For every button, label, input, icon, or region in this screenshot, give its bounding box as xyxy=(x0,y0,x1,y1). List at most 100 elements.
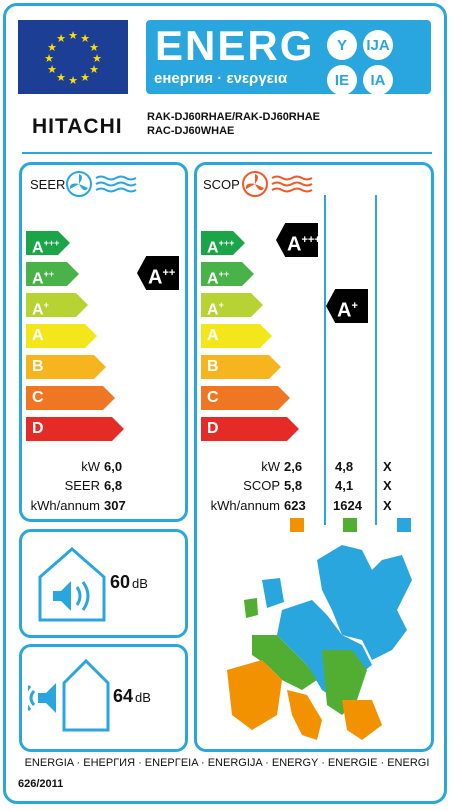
cooling-rating-plus: ++ xyxy=(162,267,176,279)
heating-class-letter-1: A xyxy=(207,270,219,288)
cooling-class-letter-2: A xyxy=(32,301,44,319)
indoor-noise-panel xyxy=(19,529,188,638)
cooling-class-arrow-4: B xyxy=(26,355,106,379)
heating-warm-rating-letter: A xyxy=(287,233,302,256)
svg-text:★: ★ xyxy=(80,71,90,84)
heating-kwh-cold: X xyxy=(383,498,392,513)
heating-scop-label: SCOP xyxy=(243,478,280,493)
heating-class-plus-2: + xyxy=(218,300,224,310)
heating-panel xyxy=(194,162,434,752)
heating-class-letter-5: C xyxy=(207,389,219,406)
zone-warm-swatch xyxy=(290,518,304,532)
model-line-2: RAC-DJ60WHAE xyxy=(147,125,235,137)
heating-class-letter-3: A xyxy=(207,327,219,344)
svg-text:★: ★ xyxy=(47,63,57,76)
heating-class-arrow-6: D xyxy=(201,417,299,441)
cooling-class-arrow-5: C xyxy=(26,386,115,410)
svg-text:★: ★ xyxy=(89,63,99,76)
heating-fan-icon xyxy=(242,171,313,197)
svg-text:★: ★ xyxy=(80,32,90,45)
label-frame xyxy=(3,3,447,804)
cooling-panel xyxy=(19,162,188,522)
heating-kwh-label: kWh/annum xyxy=(210,498,280,513)
cooling-class-letter-0: A xyxy=(32,239,44,257)
suffix-ia: IA xyxy=(363,65,393,95)
heating-class-arrow-5: C xyxy=(201,386,290,410)
indoor-noise-value: 60 xyxy=(110,572,131,592)
heating-warm-rating-arrow: A+++ xyxy=(276,223,318,257)
cooling-class-arrow-3: A xyxy=(26,324,97,348)
cooling-kwh-label: kWh/annum xyxy=(30,498,100,513)
outdoor-noise-unit: dB xyxy=(135,690,151,705)
cooling-class-arrow-6: D xyxy=(26,417,124,441)
zone-divider-1 xyxy=(324,195,326,525)
cooling-class-letter-1: A xyxy=(32,270,44,288)
footer-languages: ENERGIA · ЕНЕРГИЯ · ΕΝΕΡΓΕΙΑ · ENERGIJA … xyxy=(24,757,430,769)
header-divider xyxy=(22,152,432,154)
zone-average-swatch xyxy=(343,518,357,532)
eu-flag: ★ ★ ★ ★ ★ ★ ★ ★ ★ ★ ★ ★ xyxy=(18,20,128,94)
suffix-ie: IE xyxy=(327,65,357,95)
cooling-seer-value: 6,8 xyxy=(104,478,123,493)
heating-class-arrow-3: A xyxy=(201,324,272,348)
eu-stars-icon: ★ ★★ ★★★ ★★★ ★★★ xyxy=(44,29,102,87)
europe-climate-map xyxy=(227,545,412,740)
svg-text:★: ★ xyxy=(56,71,66,84)
cooling-class-letter-4: B xyxy=(32,358,44,375)
heating-average-rating-letter: A xyxy=(337,299,352,322)
cooling-class-plus-2: + xyxy=(43,300,49,310)
suffix-y: Y xyxy=(327,30,357,60)
zone-divider-2 xyxy=(375,195,377,525)
outdoor-house-speaker-icon xyxy=(28,658,110,732)
seer-title: SEER xyxy=(30,177,66,192)
zone-cold-swatch xyxy=(397,518,411,532)
cooling-class-letter-5: C xyxy=(32,389,44,406)
heating-class-arrow-4: B xyxy=(201,355,281,379)
cooling-rating-arrow: A++ xyxy=(137,256,179,290)
indoor-house-speaker-icon xyxy=(38,547,106,622)
heating-class-letter-0: A xyxy=(207,239,219,257)
svg-text:★: ★ xyxy=(68,29,78,42)
heating-kw-cold: X xyxy=(383,459,392,474)
heating-kw-label: kW xyxy=(261,459,280,474)
model-line-1: RAK-DJ60RHAE/RAK-DJ60RHAE xyxy=(147,111,320,123)
cooling-class-arrow-2: A+ xyxy=(26,293,88,317)
cooling-class-letter-6: D xyxy=(32,420,44,437)
cooling-kwh-value: 307 xyxy=(104,498,126,513)
cooling-class-plus-1: ++ xyxy=(43,269,55,279)
suffix-ija: IJA xyxy=(363,30,393,60)
energy-title: ENERG xyxy=(155,22,315,69)
heating-kwh-warm: 623 xyxy=(284,498,306,513)
heating-class-plus-0: +++ xyxy=(218,238,235,248)
svg-text:★: ★ xyxy=(56,32,66,45)
heating-average-rating-arrow: A+ xyxy=(326,289,368,323)
cooling-fan-icon xyxy=(66,171,137,197)
heating-warm-rating-plus: +++ xyxy=(301,234,321,246)
heating-class-letter-4: B xyxy=(207,358,219,375)
heating-scop-average: 4,1 xyxy=(335,478,354,493)
cooling-class-letter-3: A xyxy=(32,327,44,344)
cooling-class-arrow-1: A++ xyxy=(26,262,79,286)
heating-scop-cold: X xyxy=(383,478,392,493)
heating-class-arrow-2: A+ xyxy=(201,293,263,317)
svg-text:★: ★ xyxy=(68,74,78,87)
heating-class-plus-1: ++ xyxy=(218,269,230,279)
svg-text:★: ★ xyxy=(47,41,57,54)
brand-name: HITACHI xyxy=(32,115,123,138)
heating-class-arrow-1: A++ xyxy=(201,262,254,286)
cooling-kw-value: 6,0 xyxy=(104,459,123,474)
outdoor-noise-value: 64 xyxy=(113,686,134,706)
cooling-class-plus-0: +++ xyxy=(43,238,60,248)
heating-class-letter-2: A xyxy=(207,301,219,319)
cooling-kw-label: kW xyxy=(81,459,100,474)
cooling-seer-label: SEER xyxy=(64,478,100,493)
outdoor-noise-panel xyxy=(19,644,188,752)
indoor-noise-unit: dB xyxy=(132,576,148,591)
cooling-rating-letter: A xyxy=(148,266,163,289)
heating-kw-average: 4,8 xyxy=(335,459,354,474)
scop-title: SCOP xyxy=(203,177,240,192)
regulation-number: 626/2011 xyxy=(18,778,64,790)
energy-subtitle: енергия · ενεργεια xyxy=(154,70,288,87)
heating-average-rating-plus: + xyxy=(351,300,358,312)
svg-text:★: ★ xyxy=(44,52,54,65)
